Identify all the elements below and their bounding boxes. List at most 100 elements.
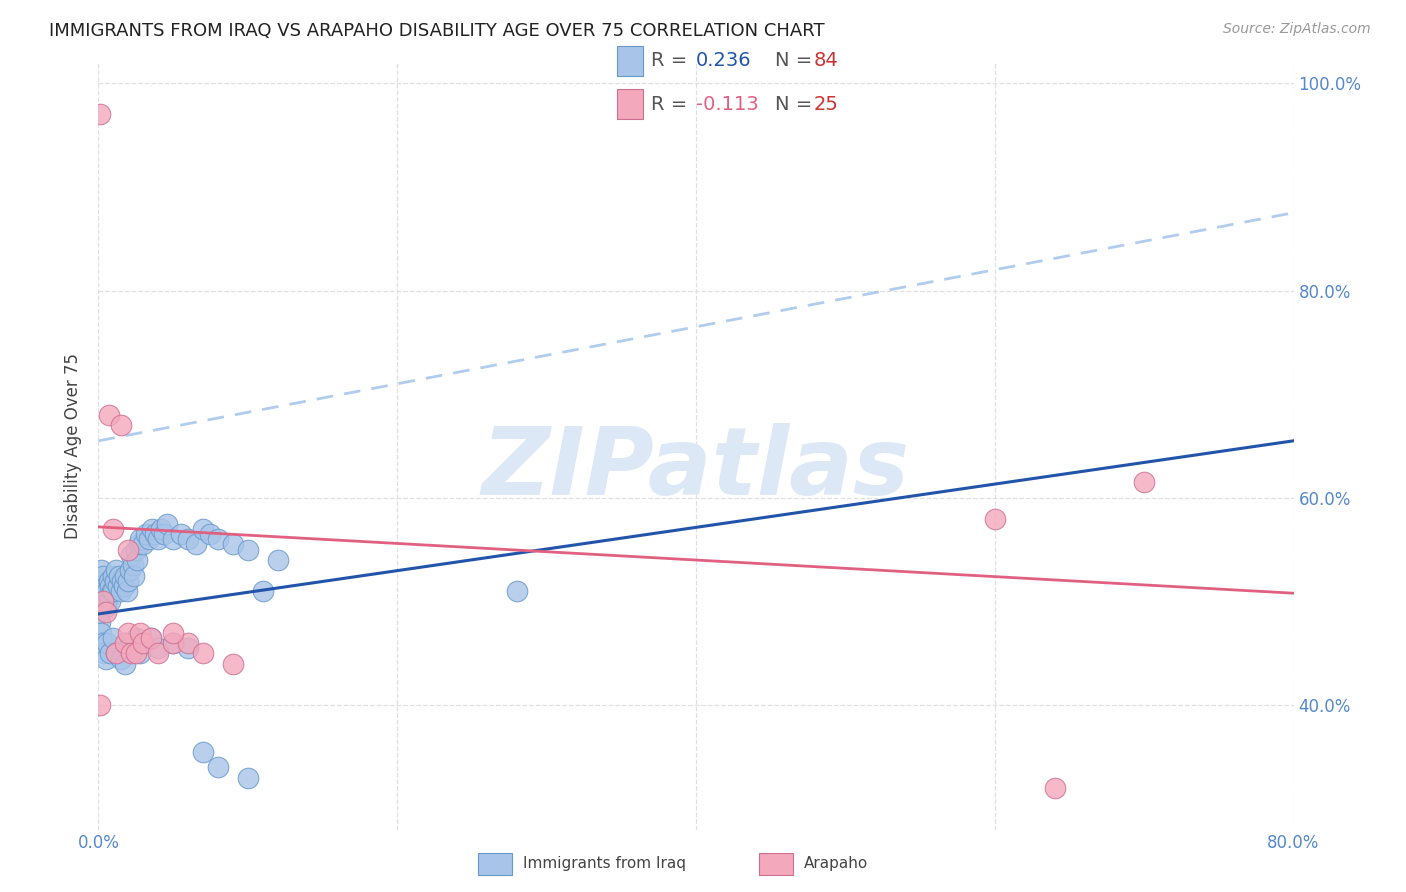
Point [177,641,200,656]
Point [125,542,148,557]
Point [98,594,122,608]
Point [129,533,152,547]
Point [153,527,176,541]
Point [132,537,155,551]
Point [91,568,114,582]
Point [191,745,214,759]
Point [105,646,128,660]
Point [129,625,152,640]
Point [89,574,111,588]
Point [90,625,112,640]
Point [89,615,111,630]
Point [1043,781,1066,796]
Point [117,625,139,640]
Point [120,548,142,562]
Bar [478,853,512,875]
Point [101,584,124,599]
Point [141,522,163,536]
Point [120,636,142,650]
Point [162,625,184,640]
Point [236,771,259,785]
Point [121,558,143,573]
Point [143,527,166,541]
Point [252,584,274,599]
Point [117,574,139,588]
Point [110,651,132,665]
Point [110,418,132,433]
Point [207,533,229,547]
Point [139,631,162,645]
Point [506,584,529,599]
Point [129,646,152,660]
Point [93,584,115,599]
Point [150,522,173,536]
Bar [759,853,793,875]
Point [89,605,111,619]
Point [128,537,150,551]
Point [112,579,135,593]
Point [162,533,184,547]
Point [105,563,128,577]
Point [115,584,138,599]
Point [267,553,290,567]
Text: Immigrants from Iraq: Immigrants from Iraq [523,855,686,871]
Point [94,651,117,665]
Point [97,590,120,604]
Point [103,584,125,599]
Point [90,579,112,593]
Point [207,760,229,774]
Point [108,568,131,582]
Point [111,574,134,588]
Point [94,579,117,593]
Point [93,646,115,660]
Point [89,584,111,599]
Point [222,537,245,551]
Text: -0.113: -0.113 [696,95,759,113]
Bar [617,46,643,76]
Point [118,563,141,577]
Point [89,594,111,608]
Point [127,553,149,567]
Point [107,579,129,593]
Point [117,542,139,557]
Point [93,594,115,608]
Point [117,641,139,656]
Point [148,533,170,547]
Point [97,408,120,422]
Text: 84: 84 [814,52,839,70]
Point [177,533,200,547]
Point [162,636,184,650]
Text: N =: N = [775,52,818,70]
Point [124,568,146,582]
Point [139,631,162,645]
Point [114,568,136,582]
Point [132,636,155,650]
Point [103,631,125,645]
Y-axis label: Disability Age Over 75: Disability Age Over 75 [65,353,83,539]
Point [91,594,114,608]
Point [89,698,111,713]
Point [156,516,179,531]
Text: IMMIGRANTS FROM IRAQ VS ARAPAHO DISABILITY AGE OVER 75 CORRELATION CHART: IMMIGRANTS FROM IRAQ VS ARAPAHO DISABILI… [49,22,825,40]
Point [169,527,191,541]
Text: ZIPatlas: ZIPatlas [482,423,910,515]
Point [222,657,245,671]
Point [236,542,259,557]
Point [110,584,132,599]
Point [177,636,200,650]
Text: N =: N = [775,95,818,113]
Point [184,537,207,551]
Point [91,636,114,650]
Point [120,646,142,660]
Point [125,631,148,645]
Point [191,646,214,660]
Point [98,579,122,593]
Point [96,584,118,599]
Text: 0.236: 0.236 [696,52,752,70]
Bar [617,89,643,119]
Point [191,522,214,536]
Point [162,636,184,650]
Point [125,646,148,660]
Point [103,568,125,582]
Point [90,599,112,614]
